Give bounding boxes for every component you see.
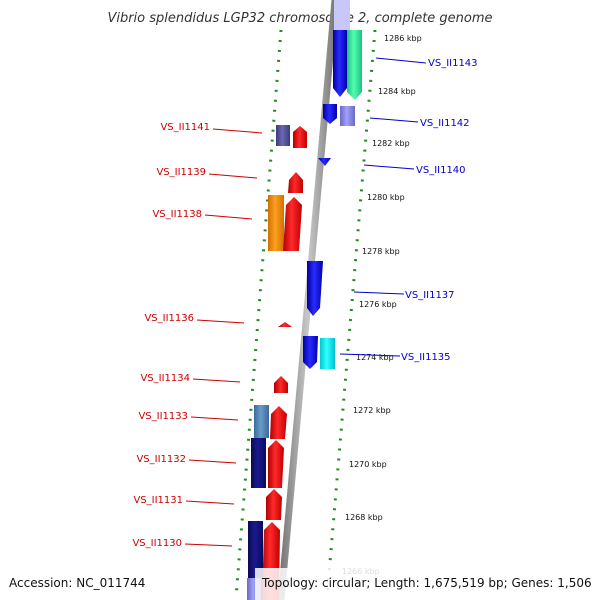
gene-vs-ii1140	[318, 158, 331, 166]
label-leader-line	[208, 173, 258, 179]
gene-label-reverse: VS_II1131	[133, 495, 183, 506]
label-leader-line	[204, 214, 253, 220]
label-leader-line	[363, 164, 415, 170]
gene-vs-ii1138	[283, 197, 302, 251]
accession-text: Accession: NC_011744	[9, 576, 145, 590]
gene-vs-ii1133-a	[254, 405, 269, 438]
map-title: Vibrio splendidus LGP32 chromosome 2, co…	[107, 11, 492, 26]
label-leader-line	[375, 57, 427, 64]
gene-vs-ii1137	[307, 261, 323, 316]
gene-vs-ii1138-a	[268, 195, 284, 251]
tick-label: 1284 kbp	[378, 87, 416, 96]
tick-label: 1278 kbp	[362, 247, 400, 256]
gene-vs-ii1143-a	[333, 30, 347, 97]
gene-label-forward: VS_II1142	[420, 118, 470, 129]
gene-label-forward: VS_II1137	[405, 290, 455, 301]
label-leader-line	[188, 459, 237, 464]
gene-vs-ii1135	[320, 338, 335, 369]
gene-label-forward: VS_II1143	[428, 58, 478, 69]
tick-label: 1280 kbp	[367, 193, 405, 202]
gene-label-reverse: VS_II1132	[136, 454, 186, 465]
tick-label: 1272 kbp	[353, 406, 391, 415]
gene-label-reverse: VS_II1141	[160, 122, 210, 133]
label-leader-line	[212, 128, 263, 134]
tick-label: 1276 kbp	[359, 300, 397, 309]
gene-vs-ii1134	[274, 376, 288, 393]
gene-label-reverse: VS_II1133	[138, 411, 188, 422]
gene-top-partial	[334, 0, 350, 30]
label-leader-line	[369, 117, 419, 123]
gene-label-forward: VS_II1135	[401, 352, 451, 363]
gene-vs-ii1132	[268, 440, 284, 488]
tick-label: 1282 kbp	[372, 139, 410, 148]
gene-label-reverse: VS_II1136	[144, 313, 194, 324]
tick-label: 1268 kbp	[345, 513, 383, 522]
gene-vs-ii1141	[293, 126, 307, 148]
footer-backdrop	[255, 568, 600, 600]
gene-vs-ii1136	[278, 322, 292, 327]
label-leader-line	[339, 353, 401, 357]
tick-label: 1286 kbp	[384, 34, 422, 43]
gene-labels: VS_II1143 VS_II1142 VS_II1140 VS_II1137 VS_I…	[132, 57, 478, 549]
gene-vs-ii1139	[288, 172, 303, 193]
gene-label-forward: VS_II1140	[416, 165, 466, 176]
gene-label-reverse: VS_II1139	[156, 167, 206, 178]
gene-vs-ii1132-a	[251, 438, 266, 488]
gene-label-reverse: VS_II1134	[140, 373, 190, 384]
label-leader-line	[353, 291, 405, 295]
topology-text: Topology: circular; Length: 1,675,519 bp…	[261, 576, 592, 590]
gene-vs-ii1142-a	[323, 104, 337, 124]
label-leader-line	[190, 416, 239, 421]
gene-label-reverse: VS_II1138	[152, 209, 202, 220]
gene-vs-ii1133	[270, 406, 287, 439]
label-leader-line	[192, 378, 241, 383]
tick-label: 1274 kbp	[356, 353, 394, 362]
gene-vs-ii1135-a	[303, 336, 318, 369]
tick-label: 1270 kbp	[349, 460, 387, 469]
gene-vs-ii1141-a	[276, 125, 290, 146]
label-leader-line	[185, 500, 235, 505]
gene-vs-ii1131	[266, 489, 282, 520]
label-leader-line	[184, 543, 233, 547]
label-leader-line	[196, 319, 245, 324]
gene-label-reverse: VS_II1130	[132, 538, 182, 549]
gene-vs-ii1143	[347, 30, 362, 100]
gene-vs-ii1142	[340, 106, 355, 126]
